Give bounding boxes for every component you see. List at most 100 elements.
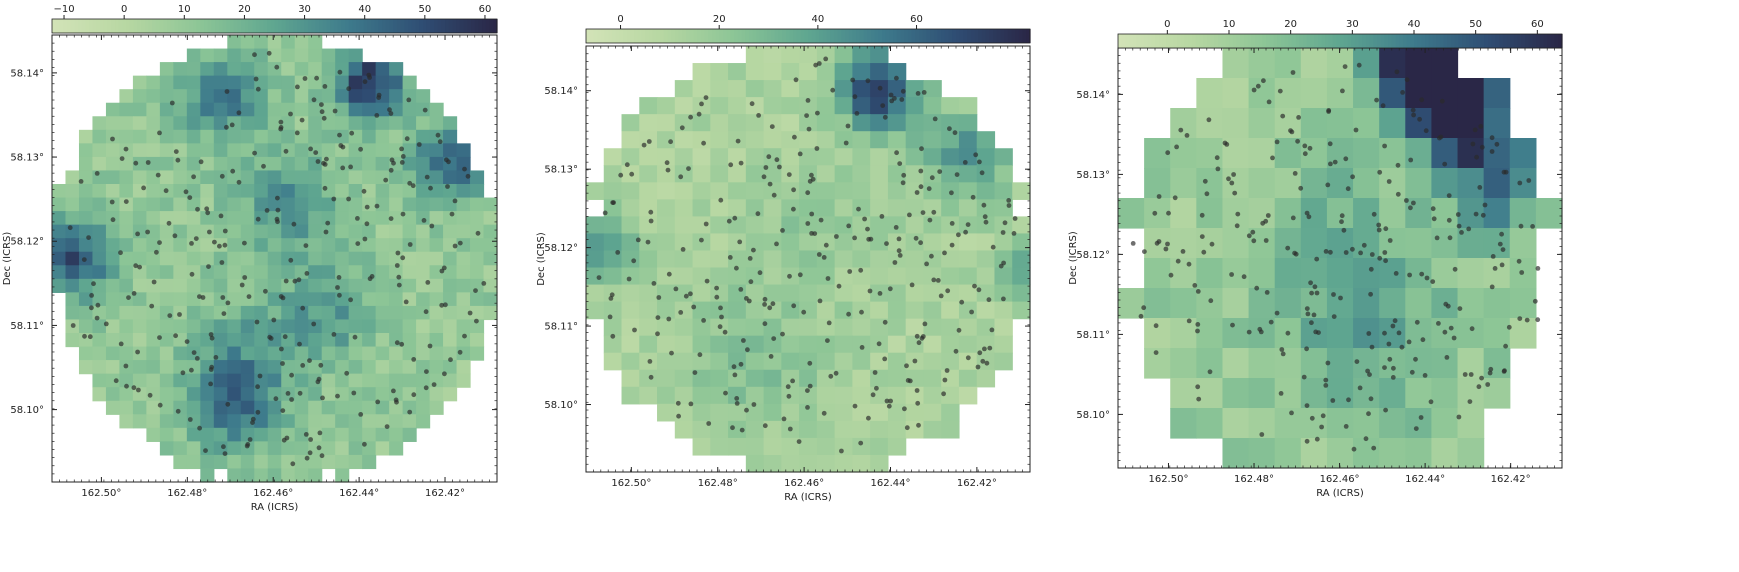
colorbar-segment bbox=[408, 19, 413, 33]
data-point bbox=[762, 296, 768, 302]
data-point bbox=[95, 302, 101, 308]
data-point bbox=[1229, 180, 1235, 186]
heatmap-cell bbox=[402, 427, 417, 442]
heatmap-cell bbox=[267, 89, 282, 104]
data-point bbox=[218, 213, 224, 219]
colorbar-tick-label: 60 bbox=[1531, 19, 1544, 30]
data-point bbox=[322, 185, 328, 191]
heatmap-cell bbox=[745, 165, 765, 183]
colorbar-segment bbox=[1458, 34, 1463, 48]
heatmap-cell bbox=[456, 184, 471, 199]
heatmap-cell bbox=[674, 216, 694, 235]
heatmap-cell bbox=[375, 238, 390, 253]
data-point bbox=[741, 338, 746, 343]
y-axis-label: Dec (ICRS) bbox=[1068, 231, 1079, 285]
data-point bbox=[915, 91, 921, 96]
data-point bbox=[300, 363, 306, 368]
heatmap-cell bbox=[362, 346, 377, 361]
data-point bbox=[302, 76, 308, 81]
heatmap-cell bbox=[781, 437, 800, 456]
heatmap-cell bbox=[227, 360, 242, 375]
colorbar-segment bbox=[822, 29, 828, 43]
heatmap-cell bbox=[639, 284, 658, 303]
data-point bbox=[1208, 298, 1214, 304]
colorbar-segment bbox=[367, 19, 372, 33]
heatmap-cell bbox=[173, 400, 188, 415]
data-point bbox=[391, 388, 396, 394]
data-point bbox=[1204, 191, 1210, 197]
heatmap-cell bbox=[1196, 258, 1224, 289]
heatmap-cell bbox=[240, 102, 255, 117]
heatmap-cell bbox=[1274, 348, 1302, 379]
colorbar-tick-label: 40 bbox=[358, 4, 371, 15]
heatmap-cell bbox=[816, 131, 836, 149]
heatmap-cell bbox=[692, 352, 711, 371]
colorbar-segment bbox=[1015, 29, 1020, 43]
data-point bbox=[807, 178, 813, 184]
x-tick-label: 162.44° bbox=[339, 488, 379, 499]
data-point bbox=[1503, 343, 1508, 349]
heatmap-cell bbox=[52, 251, 67, 266]
data-point bbox=[980, 358, 986, 364]
source-points bbox=[596, 56, 1018, 454]
heatmap-cell bbox=[267, 143, 282, 158]
heatmap-cell bbox=[657, 318, 676, 337]
data-point bbox=[383, 177, 389, 183]
heatmap-cell bbox=[905, 318, 925, 337]
colorbar-segment bbox=[893, 29, 898, 43]
data-point bbox=[1369, 252, 1375, 257]
heatmap-cell bbox=[923, 165, 942, 183]
colorbar-segment bbox=[1243, 34, 1249, 48]
colorbar-segment bbox=[267, 19, 272, 33]
data-point bbox=[278, 119, 284, 125]
colorbar-segment bbox=[1462, 34, 1467, 48]
heatmap-cell bbox=[281, 143, 296, 158]
data-point bbox=[1386, 341, 1392, 347]
heatmap-cell bbox=[657, 284, 676, 303]
heatmap-cell bbox=[941, 403, 960, 422]
heatmap-cell bbox=[416, 251, 431, 266]
heatmap-cell bbox=[362, 62, 377, 77]
heatmap-cell bbox=[348, 454, 363, 470]
data-point bbox=[242, 240, 247, 246]
heatmap-cell bbox=[1012, 301, 1031, 320]
heatmap-cell bbox=[781, 233, 800, 252]
data-point bbox=[189, 367, 194, 373]
heatmap-cell bbox=[294, 278, 309, 293]
colorbar-segment bbox=[1525, 34, 1530, 48]
data-point bbox=[762, 321, 768, 327]
heatmap-cell bbox=[375, 400, 390, 415]
heatmap-cell bbox=[281, 62, 296, 77]
heatmap-cell bbox=[781, 182, 800, 200]
heatmap-cell bbox=[132, 170, 147, 185]
data-point bbox=[1356, 62, 1362, 68]
heatmap-cell bbox=[389, 238, 404, 253]
heatmap-cell bbox=[1274, 108, 1302, 139]
heatmap-cell bbox=[146, 116, 161, 131]
heatmap-cell bbox=[146, 251, 161, 266]
colorbar-segment bbox=[1203, 34, 1208, 48]
heatmap-cell bbox=[213, 184, 228, 199]
heatmap-cell bbox=[362, 129, 377, 144]
heatmap-cell bbox=[923, 335, 942, 354]
heatmap-cell bbox=[941, 352, 960, 371]
heatmap-cell bbox=[799, 199, 818, 217]
heatmap-cell bbox=[402, 116, 417, 131]
data-point bbox=[768, 354, 774, 359]
heatmap-cell bbox=[132, 360, 147, 375]
data-point bbox=[771, 336, 777, 341]
colorbar-segment bbox=[915, 29, 920, 43]
heatmap-cell bbox=[852, 318, 871, 337]
data-point bbox=[877, 85, 883, 91]
colorbar-segment bbox=[1262, 34, 1267, 48]
heatmap-cell bbox=[905, 335, 925, 354]
heatmap-cell bbox=[923, 352, 942, 371]
colorbar-segment bbox=[430, 19, 435, 33]
data-point bbox=[473, 288, 478, 293]
data-point bbox=[987, 345, 993, 351]
heatmap-cell bbox=[254, 441, 269, 456]
data-point bbox=[1526, 178, 1532, 183]
heatmap-cell bbox=[923, 301, 942, 320]
heatmap-cell bbox=[375, 278, 390, 293]
colorbar-segment bbox=[456, 19, 461, 33]
